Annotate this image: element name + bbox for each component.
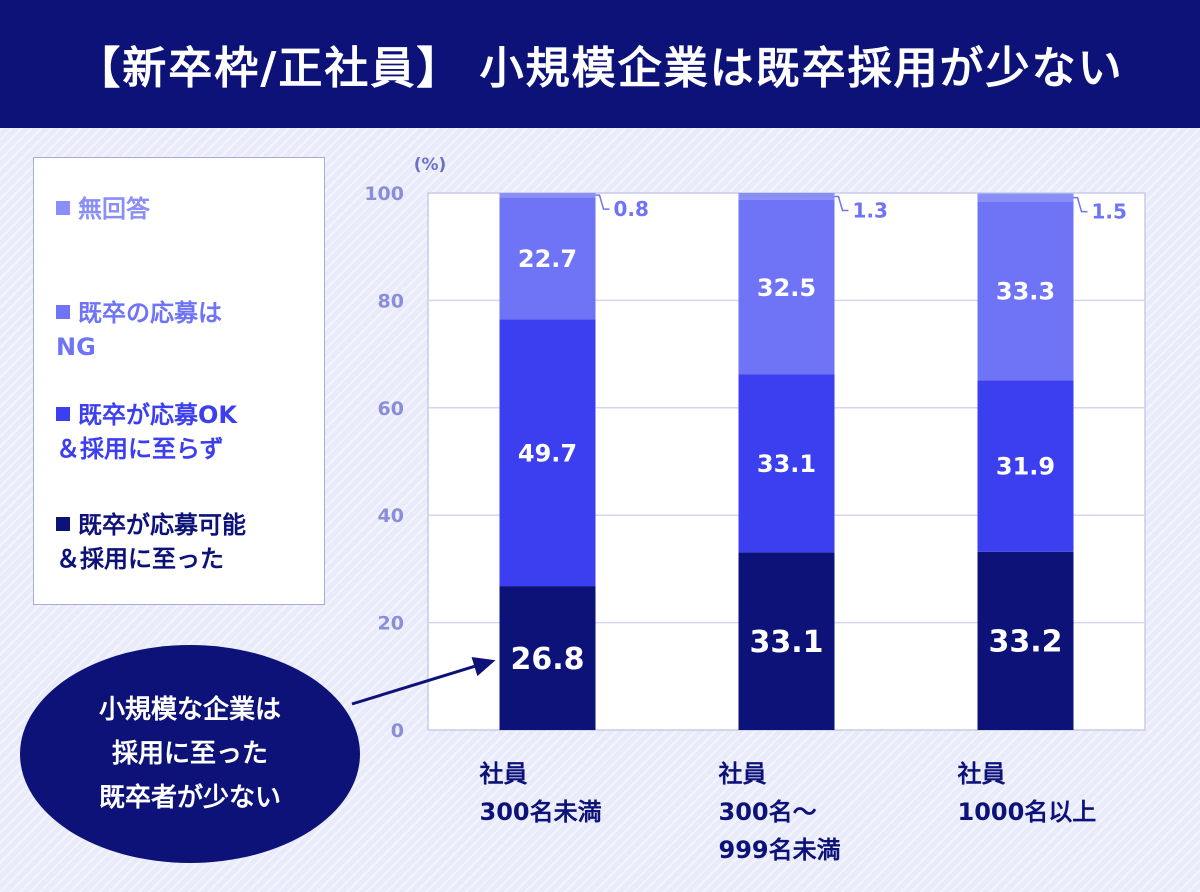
bar-segment (977, 380, 1074, 552)
legend: 無回答 既卒の応募は NG 既卒が応募OK ＆採用に至らず 既卒が応募可能 ＆採… (33, 157, 325, 605)
legend-label-ng: 既卒の応募は NG (56, 299, 222, 361)
y-tick-label: 100 (364, 183, 404, 205)
leader-line (595, 194, 610, 210)
x-tick-label: 社員 (958, 760, 1006, 788)
legend-swatch-ng (56, 305, 70, 319)
data-label: 49.7 (518, 439, 577, 467)
data-label: 31.9 (996, 453, 1055, 481)
legend-swatch-no-answer (56, 201, 70, 215)
bar-segment (977, 201, 1074, 381)
leader-line (834, 195, 849, 212)
bar-segment (499, 197, 596, 320)
data-label: 1.5 (1092, 200, 1127, 224)
callout-bubble: 小規模な企業は 採用に至った 既卒者が少ない (20, 645, 360, 863)
legend-item-hired: 既卒が応募可能 ＆採用に至った (56, 508, 246, 576)
y-tick-label: 60 (378, 398, 404, 420)
data-label: 26.8 (510, 642, 584, 677)
x-tick-label: 300名未満 (480, 798, 602, 826)
data-label: 22.7 (518, 245, 577, 273)
legend-swatch-ok-not-hired (56, 407, 70, 421)
legend-item-ng: 既卒の応募は NG (56, 296, 222, 364)
legend-label-no-answer: 無回答 (78, 195, 150, 223)
bar-segment (738, 374, 835, 553)
page-title: 【新卒枠/正社員】 小規模企業は既卒採用が少ない (0, 0, 1200, 128)
bar-segment (977, 193, 1074, 202)
data-label: 0.8 (614, 197, 649, 221)
callout-arrow-line (351, 662, 482, 706)
data-label: 33.1 (757, 450, 816, 478)
data-label: 32.5 (757, 274, 816, 302)
legend-item-no-answer: 無回答 (56, 192, 150, 226)
bar-segment (977, 551, 1074, 730)
y-tick-label: 40 (378, 505, 404, 527)
legend-label-ok-not-hired: 既卒が応募OK ＆採用に至らず (56, 401, 237, 463)
y-tick-label: 20 (378, 613, 404, 635)
data-label: 33.2 (988, 625, 1062, 660)
bar-segment (738, 193, 835, 200)
y-tick-label: 0 (391, 720, 404, 742)
legend-swatch-hired (56, 517, 70, 531)
x-tick-label: 300名～ (719, 798, 817, 826)
bar-segment (499, 193, 596, 198)
x-tick-label: 社員 (480, 760, 528, 788)
x-tick-label: 999名未満 (719, 836, 841, 864)
callout-text: 小規模な企業は 採用に至った 既卒者が少ない (98, 695, 281, 813)
bar-segment (499, 586, 596, 730)
page-title-text: 【新卒枠/正社員】 小規模企業は既卒採用が少ない (76, 43, 1124, 94)
data-label: 1.3 (853, 198, 888, 222)
bar-segment (499, 319, 596, 587)
legend-item-ok-not-hired: 既卒が応募OK ＆採用に至らず (56, 398, 237, 466)
legend-label-hired: 既卒が応募可能 ＆採用に至った (56, 511, 246, 573)
x-tick-label: 1000名以上 (958, 798, 1097, 826)
leader-line (1073, 196, 1088, 213)
y-unit-label: (%) (414, 155, 447, 175)
data-label: 33.3 (996, 278, 1055, 306)
x-tick-label: 社員 (719, 760, 767, 788)
data-label: 33.1 (749, 625, 823, 660)
bar-segment (738, 552, 835, 730)
y-tick-label: 80 (378, 290, 404, 312)
bar-segment (738, 199, 835, 375)
callout-arrow-head (471, 657, 496, 677)
